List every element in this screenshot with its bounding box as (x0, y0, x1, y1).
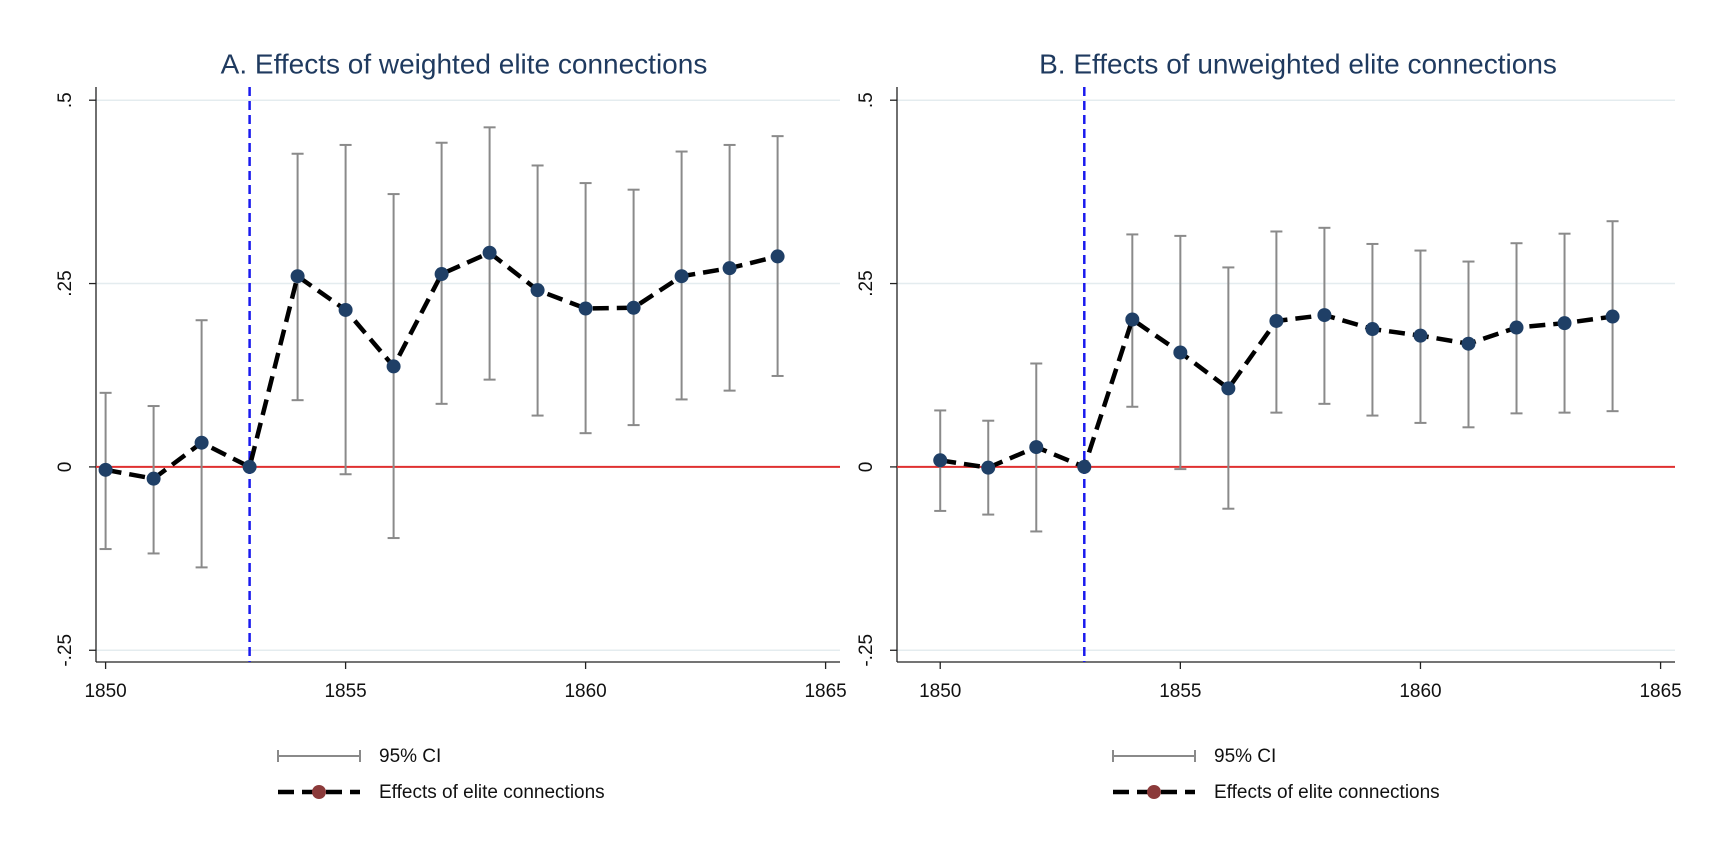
x-tick-label: 1865 (804, 681, 846, 702)
y-tick-label: 0 (856, 462, 877, 473)
legend-label: Effects of elite connections (1214, 782, 1440, 803)
marker (1173, 345, 1188, 360)
x-tick-label: 1860 (564, 681, 606, 702)
marker (242, 459, 257, 474)
marker (98, 462, 113, 477)
legend-marker (1147, 785, 1161, 799)
marker (1413, 328, 1428, 343)
legend-marker (312, 785, 326, 799)
legend-label: 95% CI (1214, 746, 1276, 767)
x-tick-label: 1855 (1159, 681, 1201, 702)
y-tick-label: .25 (55, 270, 76, 296)
marker (530, 283, 545, 298)
y-tick-label: 0 (55, 462, 76, 473)
marker (1557, 316, 1572, 331)
marker (290, 269, 305, 284)
legend-label: Effects of elite connections (379, 782, 605, 803)
marker (146, 471, 161, 486)
marker (674, 269, 689, 284)
y-tick-label: .5 (856, 92, 877, 108)
marker (1029, 440, 1044, 455)
marker (933, 453, 948, 468)
marker (1269, 313, 1284, 328)
marker (1125, 312, 1140, 327)
marker (770, 249, 785, 264)
x-tick-label: 1865 (1639, 681, 1681, 702)
legend-label: 95% CI (379, 746, 441, 767)
chart-title: B. Effects of unweighted elite connectio… (1039, 48, 1557, 79)
marker (194, 435, 209, 450)
series-line (105, 250, 779, 482)
x-tick-label: 1850 (84, 681, 126, 702)
marker (1605, 309, 1620, 324)
marker (626, 300, 641, 315)
y-tick-label: -.25 (55, 634, 76, 667)
marker (578, 301, 593, 316)
y-tick-label: -.25 (856, 634, 877, 667)
x-tick-label: 1850 (919, 681, 961, 702)
marker (1221, 381, 1236, 396)
x-tick-label: 1860 (1399, 681, 1441, 702)
marker (482, 245, 497, 260)
marker (1509, 320, 1524, 335)
marker (434, 267, 449, 282)
marker (1461, 336, 1476, 351)
chart-title: A. Effects of weighted elite connections (221, 48, 708, 79)
marker (1077, 459, 1092, 474)
marker (386, 359, 401, 374)
marker (722, 261, 737, 276)
marker (1317, 308, 1332, 323)
y-tick-label: .5 (55, 92, 76, 108)
marker (981, 460, 996, 475)
x-tick-label: 1855 (324, 681, 366, 702)
y-tick-label: .25 (856, 270, 877, 296)
marker (1365, 322, 1380, 337)
marker (338, 302, 353, 317)
